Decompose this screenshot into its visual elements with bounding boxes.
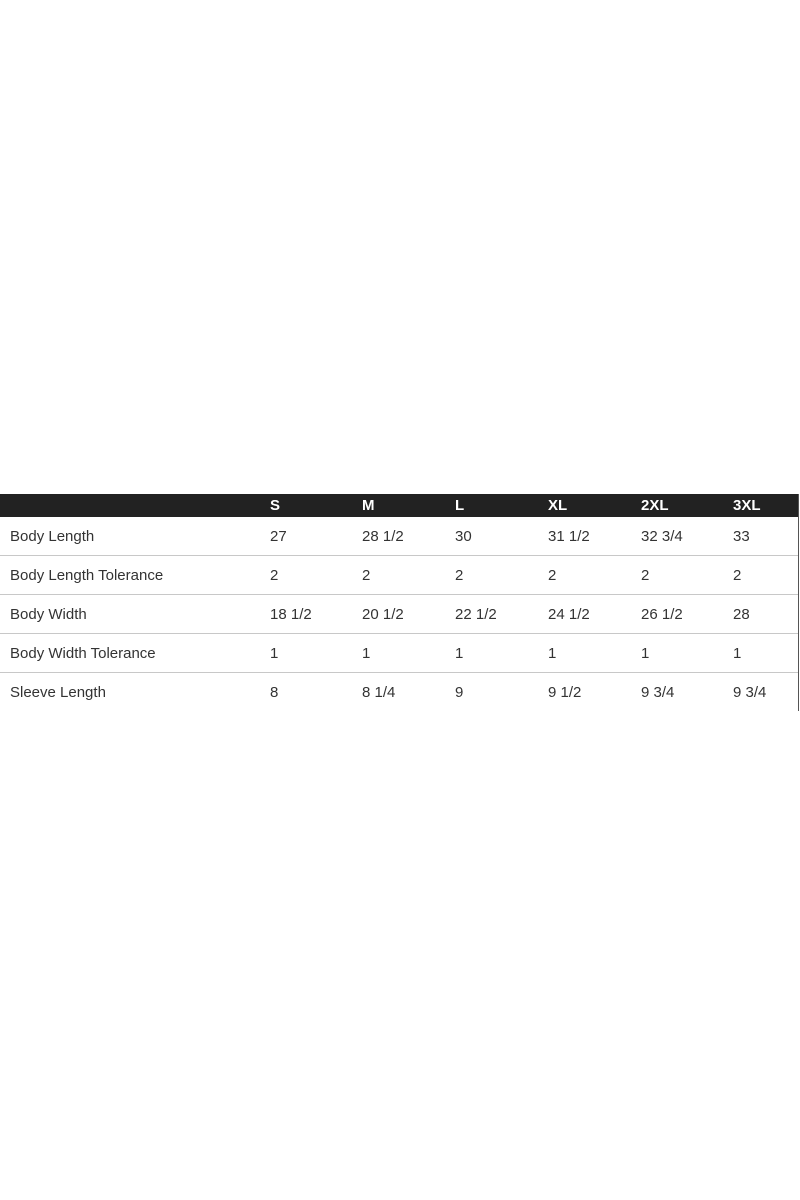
table-row: Body Length Tolerance 2 2 2 2 2 2: [0, 556, 798, 595]
table-cell: 1: [733, 645, 742, 662]
table-cell: 18 1/2: [270, 606, 312, 623]
row-label: Body Width: [10, 606, 87, 623]
table-row: Sleeve Length 8 8 1/4 9 9 1/2 9 3/4 9 3/4: [0, 673, 798, 711]
column-header-s: S: [270, 497, 281, 514]
table-cell: 2: [270, 567, 279, 584]
table-row: Body Width Tolerance 1 1 1 1 1 1: [0, 634, 798, 673]
table-cell: 8 1/4: [362, 684, 396, 701]
table-cell: 28 1/2: [362, 528, 404, 545]
table-cell: 9: [455, 684, 464, 701]
table-cell: 28: [733, 606, 750, 623]
table-cell: 2: [548, 567, 557, 584]
table-cell: 26 1/2: [641, 606, 683, 623]
table-row: Body Length 27 28 1/2 30 31 1/2 32 3/4 33: [0, 517, 798, 556]
row-label: Body Length: [10, 528, 95, 545]
row-label: Sleeve Length: [10, 684, 106, 701]
column-header-3xl: 3XL: [733, 497, 761, 514]
table-cell: 24 1/2: [548, 606, 590, 623]
table-cell: 9 1/2: [548, 684, 582, 701]
table-cell: 1: [641, 645, 650, 662]
table-cell: 1: [455, 645, 464, 662]
table-cell: 30: [455, 528, 472, 545]
table-cell: 9 3/4: [641, 684, 675, 701]
table-cell: 1: [548, 645, 557, 662]
table-cell: 8: [270, 684, 279, 701]
table-cell: 2: [733, 567, 742, 584]
table-cell: 1: [362, 645, 371, 662]
table-cell: 1: [270, 645, 279, 662]
row-label: Body Width Tolerance: [10, 645, 156, 662]
table-cell: 2: [362, 567, 371, 584]
table-cell: 33: [733, 528, 750, 545]
column-header-2xl: 2XL: [641, 497, 669, 514]
column-header-m: M: [362, 497, 375, 514]
column-header-l: L: [455, 497, 465, 514]
table-cell: 32 3/4: [641, 528, 683, 545]
table-row: Body Width 18 1/2 20 1/2 22 1/2 24 1/2 26 1/2…: [0, 595, 798, 634]
table-cell: 2: [455, 567, 464, 584]
size-chart-table: S M L XL 2XL 3XL Body Length 27 28 1/2 30 31…: [0, 494, 799, 711]
table-cell: 9 3/4: [733, 684, 767, 701]
table-cell: 2: [641, 567, 650, 584]
table-header: S M L XL 2XL 3XL: [0, 494, 798, 517]
table-cell: 27: [270, 528, 287, 545]
column-header-xl: XL: [548, 497, 568, 514]
table-cell: 20 1/2: [362, 606, 404, 623]
table-cell: 22 1/2: [455, 606, 497, 623]
row-label: Body Length Tolerance: [10, 567, 164, 584]
table-cell: 31 1/2: [548, 528, 590, 545]
